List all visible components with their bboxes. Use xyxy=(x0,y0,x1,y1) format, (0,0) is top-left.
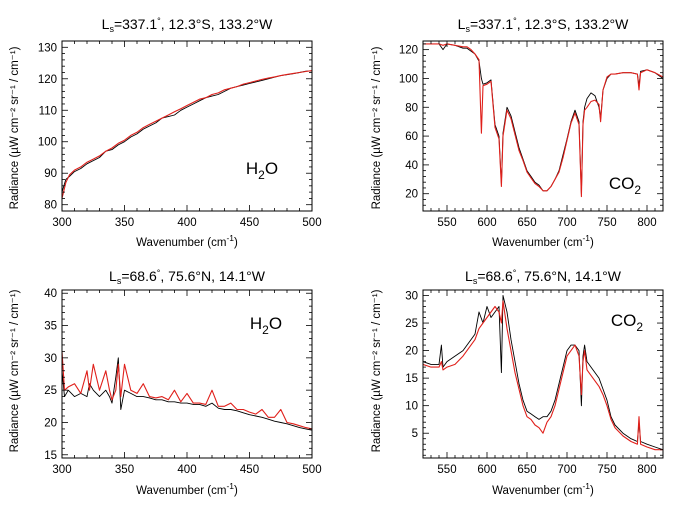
panel-title: Ls=337.1°, 12.3°S, 133.2°W xyxy=(458,16,630,34)
y-tick-label: 5 xyxy=(412,428,418,440)
x-tick-label: 700 xyxy=(557,217,576,229)
y-tick-label: 15 xyxy=(405,373,418,385)
x-tick-label: 800 xyxy=(637,464,656,476)
x-axis-label: Wavenumber (cm-1) xyxy=(136,233,238,249)
y-tick-label: 30 xyxy=(44,353,57,365)
species-label: H2O xyxy=(246,159,278,182)
y-axis-label: Radiance (µW cm⁻² sr⁻¹ / cm⁻¹) xyxy=(371,289,383,452)
panel-bottom-right: Ls=68.6°, 75.6°N, 14.1°W CO2 Wavenumber … xyxy=(371,268,664,497)
model-spectrum-line xyxy=(423,43,663,198)
y-tick-label: 60 xyxy=(405,131,418,143)
observed-spectrum-line xyxy=(423,295,663,451)
model-spectrum-line xyxy=(62,351,312,430)
x-tick-label: 750 xyxy=(597,464,616,476)
x-tick-label: 650 xyxy=(517,217,536,229)
y-tick-label: 15 xyxy=(44,450,57,462)
panel-title: Ls=68.6°, 75.6°N, 14.1°W xyxy=(109,268,266,286)
x-tick-label: 800 xyxy=(637,217,656,229)
panel-title: Ls=68.6°, 75.6°N, 14.1°W xyxy=(465,268,622,286)
panel-title: Ls=337.1°, 12.3°S, 133.2°W xyxy=(102,16,274,34)
y-tick-label: 80 xyxy=(405,102,418,114)
y-tick-label: 30 xyxy=(405,291,418,303)
y-tick-label: 40 xyxy=(44,288,57,300)
plot-frame xyxy=(61,40,313,212)
y-axis-label: Radiance (µW cm⁻² sr⁻¹ / cm⁻¹) xyxy=(371,46,383,209)
x-tick-label: 550 xyxy=(437,464,456,476)
x-tick-label: 350 xyxy=(115,464,134,476)
panel-top-right: Ls=337.1°, 12.3°S, 133.2°W CO2 Wavenumbe… xyxy=(371,16,664,249)
y-tick-label: 35 xyxy=(44,321,57,333)
y-tick-label: 90 xyxy=(44,168,57,180)
x-axis-label: Wavenumber (cm-1) xyxy=(492,233,594,249)
y-tick-label: 100 xyxy=(38,137,57,149)
x-tick-label: 650 xyxy=(517,464,536,476)
species-label: H2O xyxy=(250,314,282,337)
x-tick-label: 450 xyxy=(240,217,259,229)
y-tick-label: 20 xyxy=(405,189,418,201)
y-tick-label: 120 xyxy=(38,74,57,86)
y-tick-label: 110 xyxy=(39,105,57,117)
model-spectrum-line xyxy=(62,70,312,199)
y-tick-label: 10 xyxy=(405,401,418,413)
observed-spectrum-line xyxy=(423,43,663,195)
x-tick-label: 750 xyxy=(597,217,616,229)
y-tick-label: 80 xyxy=(44,200,57,212)
x-axis-label: Wavenumber (cm-1) xyxy=(136,481,238,497)
species-label: CO2 xyxy=(609,174,642,197)
x-tick-label: 500 xyxy=(302,464,321,476)
x-tick-label: 400 xyxy=(177,464,196,476)
y-axis-label: Radiance (µW cm⁻² sr⁻¹ / cm⁻¹) xyxy=(9,289,21,452)
x-tick-label: 600 xyxy=(477,217,496,229)
observed-spectrum-line xyxy=(62,70,312,193)
observed-spectrum-line xyxy=(62,357,312,431)
x-tick-label: 450 xyxy=(240,464,259,476)
y-tick-label: 120 xyxy=(399,45,418,57)
x-tick-label: 400 xyxy=(177,217,196,229)
x-tick-label: 500 xyxy=(302,217,321,229)
species-label: CO2 xyxy=(611,311,644,334)
x-tick-label: 550 xyxy=(437,217,456,229)
y-tick-label: 25 xyxy=(44,385,57,397)
model-spectrum-line xyxy=(423,300,663,451)
panel-top-left: Ls=337.1°, 12.3°S, 133.2°W H2O Wavenumbe… xyxy=(9,16,322,249)
y-tick-label: 20 xyxy=(44,417,57,429)
y-tick-label: 20 xyxy=(405,346,418,358)
y-axis-label: Radiance (µW cm⁻² sr⁻¹ / cm⁻¹) xyxy=(9,46,21,209)
x-tick-label: 300 xyxy=(52,217,71,229)
x-tick-label: 350 xyxy=(115,217,134,229)
x-tick-label: 700 xyxy=(557,464,576,476)
x-tick-label: 600 xyxy=(477,464,496,476)
y-tick-label: 130 xyxy=(38,42,57,54)
y-tick-label: 40 xyxy=(405,160,418,172)
panel-bottom-left: Ls=68.6°, 75.6°N, 14.1°W H2O Wavenumber … xyxy=(9,268,322,497)
x-tick-label: 300 xyxy=(52,464,71,476)
x-axis-label: Wavenumber (cm-1) xyxy=(492,481,594,497)
y-tick-label: 25 xyxy=(405,318,418,330)
y-tick-label: 100 xyxy=(399,73,418,85)
